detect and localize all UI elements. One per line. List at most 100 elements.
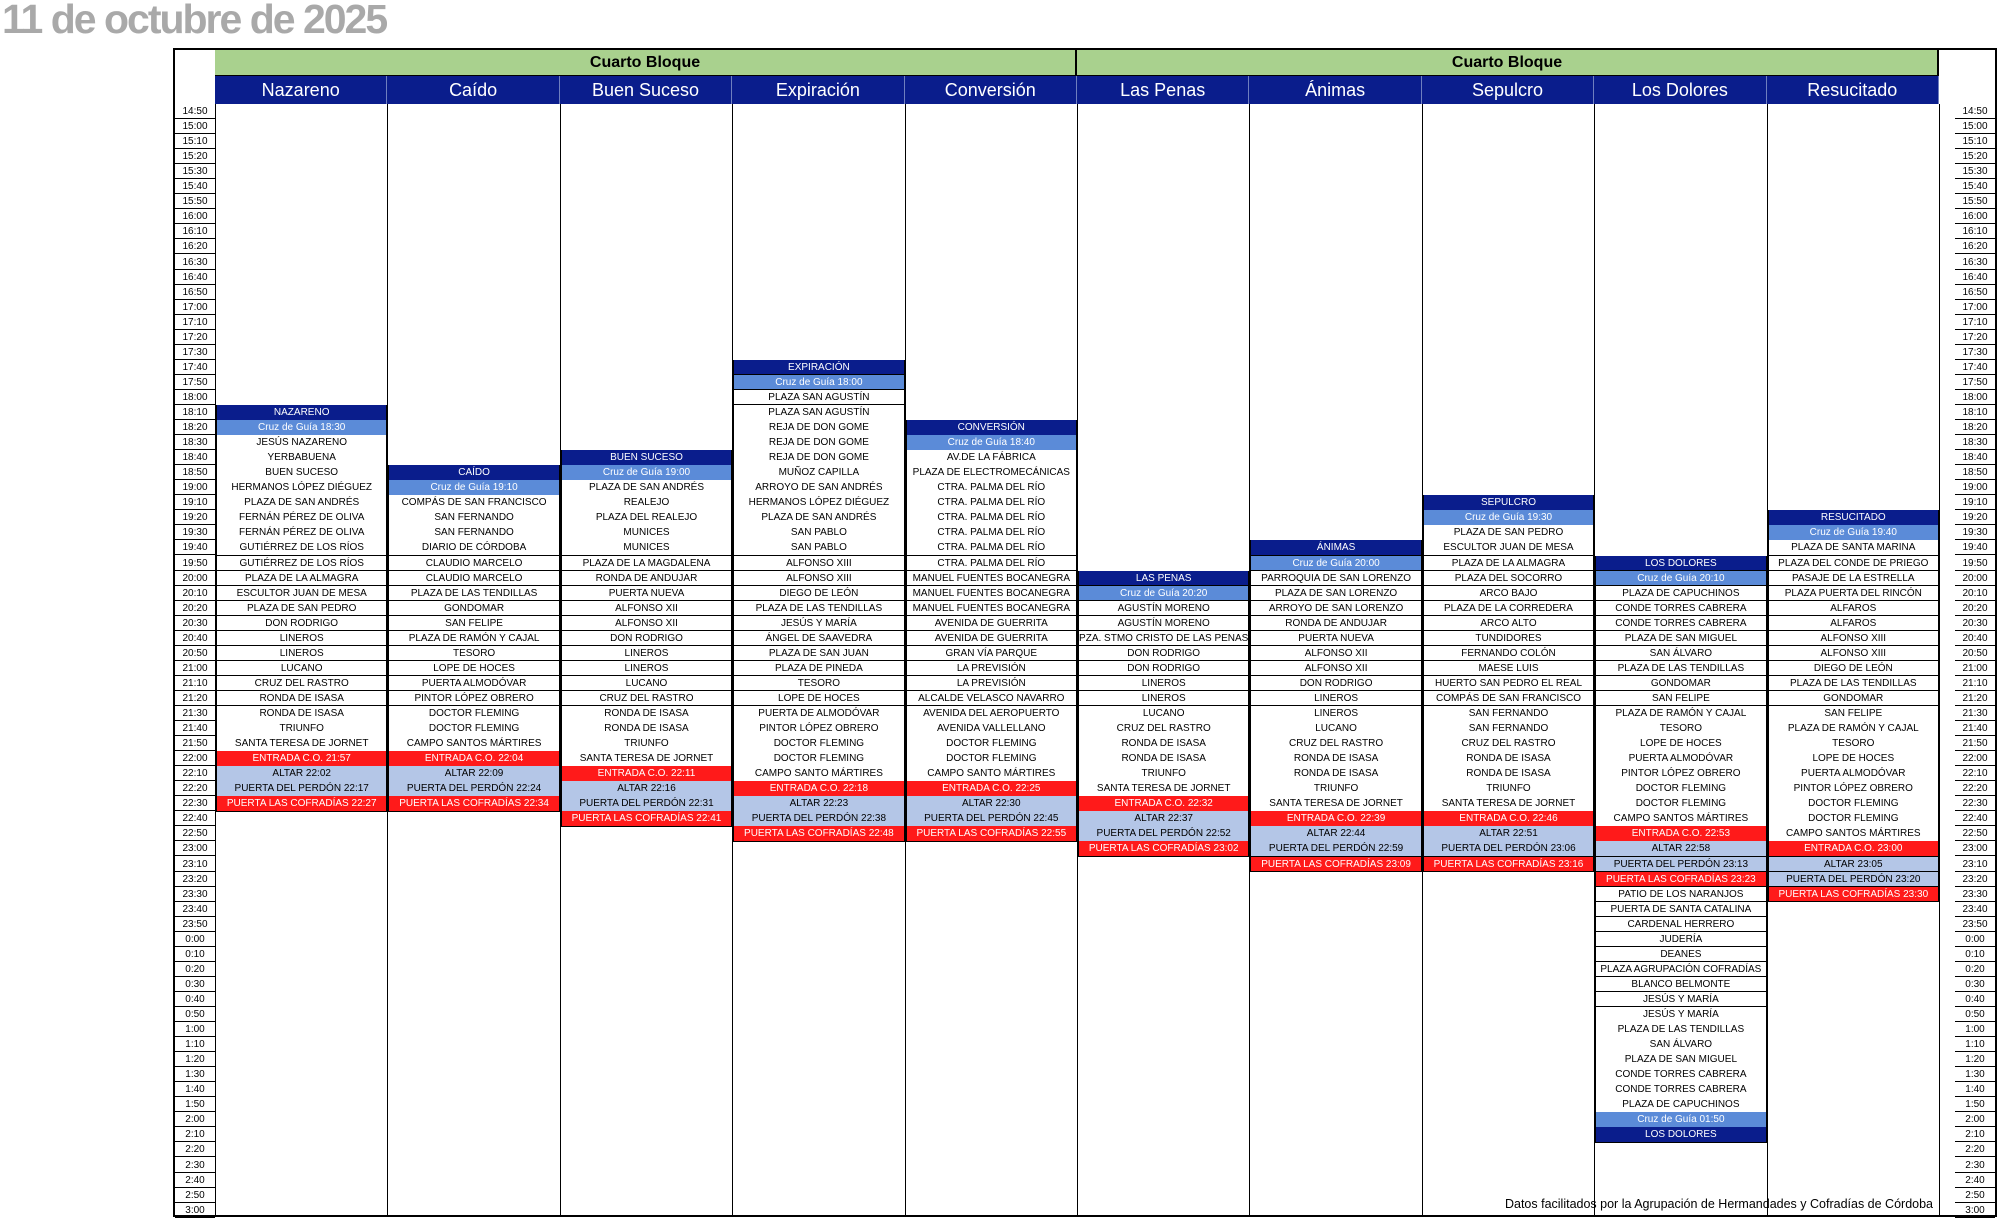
altar-time: ALTAR 22:02 bbox=[216, 766, 388, 782]
time-label: 18:40 bbox=[1955, 450, 1995, 466]
footer-note: Datos facilitados por la Agrupación de H… bbox=[1504, 1197, 1933, 1211]
time-label: 16:10 bbox=[1955, 224, 1995, 240]
time-label: 22:10 bbox=[1955, 766, 1995, 782]
altar-time: ALTAR 22:51 bbox=[1422, 826, 1595, 842]
time-label: 1:10 bbox=[175, 1037, 215, 1053]
time-label: 2:40 bbox=[175, 1173, 215, 1188]
route-street: CAMPO SANTOS MÁRTIRES bbox=[1595, 811, 1767, 827]
route-street: SAN PABLO bbox=[733, 540, 905, 556]
time-label: 19:00 bbox=[175, 480, 215, 496]
time-label: 23:10 bbox=[1955, 857, 1995, 872]
time-label: 19:50 bbox=[1955, 556, 1995, 571]
column-divider bbox=[732, 104, 734, 1215]
route-street: JUDERÍA bbox=[1595, 931, 1767, 948]
route-street: LINEROS bbox=[1078, 690, 1250, 707]
route-street: LOPE DE HOCES bbox=[733, 690, 905, 707]
time-label: 22:40 bbox=[1955, 811, 1995, 827]
cruz-de-guia: Cruz de Guía 20:20 bbox=[1078, 585, 1250, 602]
route-street: ALFONSO XIII bbox=[1767, 630, 1939, 647]
route-street: PLAZA DE PINEDA bbox=[733, 660, 905, 677]
route-street: LUCANO bbox=[560, 675, 733, 692]
time-label: 16:20 bbox=[175, 239, 215, 255]
route-street: REJA DE DON GOME bbox=[733, 450, 905, 466]
entrada-co: ENTRADA C.O. 22:04 bbox=[388, 751, 560, 767]
route-street: ALFONSO XII bbox=[560, 615, 733, 632]
route-street: ALFONSO XII bbox=[560, 600, 733, 617]
time-label: 3:00 bbox=[175, 1203, 215, 1218]
time-label: 18:20 bbox=[1955, 420, 1995, 436]
time-label: 18:30 bbox=[175, 435, 215, 451]
time-label: 20:40 bbox=[1955, 631, 1995, 646]
route-street: LUCANO bbox=[216, 660, 388, 677]
route-street: SAN FELIPE bbox=[388, 615, 560, 632]
procession-name: ÁNIMAS bbox=[1250, 540, 1422, 556]
route-street: MANUEL FUENTES BOCANEGRA bbox=[905, 585, 1077, 602]
column-header: Sepulcro bbox=[1421, 76, 1595, 104]
procession-name: CAÍDO bbox=[388, 465, 560, 481]
schedule-grid: Datos facilitados por la Agrupación de H… bbox=[173, 48, 1997, 1218]
puerta-perdon: PUERTA DEL PERDÓN 23:06 bbox=[1422, 841, 1595, 857]
time-label: 15:50 bbox=[175, 194, 215, 210]
route-street: DON RODRIGO bbox=[1078, 645, 1250, 662]
time-label: 16:20 bbox=[1955, 239, 1995, 255]
route-street: RONDA DE ISASA bbox=[560, 706, 733, 722]
puerta-cofradias: PUERTA LAS COFRADÍAS 23:23 bbox=[1595, 871, 1767, 888]
time-label: 1:00 bbox=[1955, 1022, 1995, 1038]
route-street: PLAZA SAN AGUSTÍN bbox=[733, 389, 905, 406]
route-street: HERMANOS LÓPEZ DIÉGUEZ bbox=[733, 495, 905, 511]
bloque-header: Cuarto Bloque bbox=[1077, 50, 1939, 76]
column-header: Las Penas bbox=[1077, 76, 1250, 104]
time-label: 2:50 bbox=[175, 1188, 215, 1203]
time-label: 15:40 bbox=[175, 179, 215, 195]
route-street: PLAZA DE CAPUCHINOS bbox=[1595, 585, 1767, 602]
time-label: 15:20 bbox=[175, 149, 215, 165]
time-label: 21:50 bbox=[175, 736, 215, 752]
route-street: TESORO bbox=[388, 645, 560, 662]
route-street: PLAZA DE RAMÓN Y CAJAL bbox=[1767, 721, 1939, 737]
route-street: PLAZA DE SAN ANDRÉS bbox=[216, 495, 388, 511]
procession-name: SEPULCRO bbox=[1422, 495, 1595, 511]
route-street: PARROQUIA DE SAN LORENZO bbox=[1250, 570, 1422, 587]
route-street: CRUZ DEL RASTRO bbox=[1422, 736, 1595, 752]
puerta-cofradias: PUERTA LAS COFRADÍAS 22:48 bbox=[733, 826, 905, 842]
route-street: ALFONSO XIII bbox=[733, 555, 905, 572]
route-street: MANUEL FUENTES BOCANEGRA bbox=[905, 570, 1077, 587]
time-label: 21:20 bbox=[1955, 691, 1995, 706]
time-label: 15:50 bbox=[1955, 194, 1995, 210]
route-street: RONDA DE ISASA bbox=[1250, 751, 1422, 767]
time-label: 20:50 bbox=[175, 646, 215, 661]
route-street: AVENIDA VALLELLANO bbox=[905, 721, 1077, 737]
route-street: TRIUNFO bbox=[1078, 766, 1250, 782]
altar-time: ALTAR 22:16 bbox=[560, 781, 733, 797]
route-street: DIEGO DE LEÓN bbox=[1767, 660, 1939, 677]
route-street: PLAZA DE LAS TENDILLAS bbox=[1595, 660, 1767, 677]
page-title: 11 de octubre de 2025 bbox=[2, 0, 388, 42]
time-label: 15:40 bbox=[1955, 179, 1995, 195]
entrada-co: ENTRADA C.O. 22:46 bbox=[1422, 811, 1595, 827]
time-label: 23:20 bbox=[1955, 872, 1995, 887]
route-street: CTRA. PALMA DEL RÍO bbox=[905, 495, 1077, 511]
time-label: 15:20 bbox=[1955, 149, 1995, 165]
route-street: LINEROS bbox=[1250, 690, 1422, 707]
time-label: 20:00 bbox=[1955, 571, 1995, 586]
route-street: CTRA. PALMA DEL RÍO bbox=[905, 555, 1077, 572]
time-label: 19:30 bbox=[1955, 525, 1995, 541]
route-street: SANTA TERESA DE JORNET bbox=[216, 736, 388, 752]
time-label: 21:20 bbox=[175, 691, 215, 706]
time-label: 15:10 bbox=[1955, 134, 1995, 150]
time-label: 0:40 bbox=[1955, 992, 1995, 1007]
time-label: 20:20 bbox=[1955, 601, 1995, 616]
route-street: BLANCO BELMONTE bbox=[1595, 976, 1767, 993]
route-street: FERNÁN PÉREZ DE OLIVA bbox=[216, 510, 388, 526]
route-street: REALEJO bbox=[560, 495, 733, 511]
route-street: TESORO bbox=[1767, 736, 1939, 752]
route-street: CONDE TORRES CABRERA bbox=[1595, 1082, 1767, 1098]
route-street: PUERTA ALMODÓVAR bbox=[1767, 766, 1939, 782]
route-street: RONDA DE ISASA bbox=[216, 690, 388, 707]
route-street: AVENIDA DE GUERRITA bbox=[905, 615, 1077, 632]
route-street: COMPÁS DE SAN FRANCISCO bbox=[1422, 690, 1595, 707]
time-label: 23:50 bbox=[175, 917, 215, 932]
route-street: PLAZA DE ELECTROMECÁNICAS bbox=[905, 465, 1077, 481]
time-label: 14:50 bbox=[1955, 104, 1995, 120]
route-street: DEANES bbox=[1595, 946, 1767, 963]
